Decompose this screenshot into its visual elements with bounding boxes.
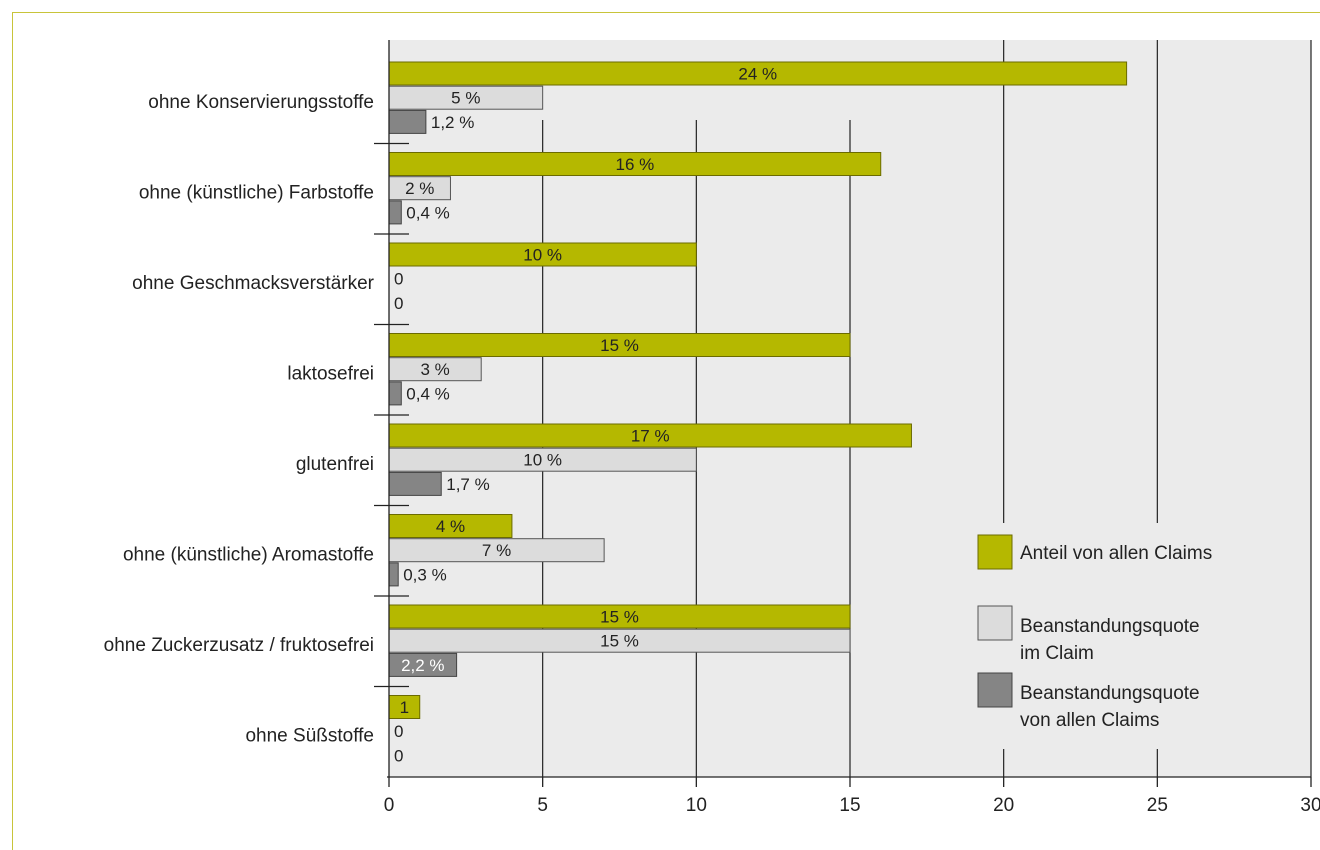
bar-s3-c5 — [388, 471, 442, 496]
x-tick-label-5: 5 — [537, 795, 548, 816]
bar-label-s2-c6: 7 % — [482, 541, 511, 560]
bar-label-s1-c8: 1 — [400, 698, 409, 717]
category-label-4: laktosefrei — [287, 364, 374, 385]
category-label-2: ohne (künstliche) Farbstoffe — [139, 183, 374, 204]
bar-label-s2-c8: 0 — [394, 722, 403, 741]
bar-label-s1-c7: 15 % — [600, 608, 639, 627]
x-tick-label-0: 0 — [384, 795, 395, 816]
bar-label-s3-c8: 0 — [394, 746, 403, 765]
legend-label-2-line-1: Beanstandungsquote — [1020, 616, 1200, 637]
bar-label-s2-c4: 3 % — [420, 360, 449, 379]
bar-label-s1-c5: 17 % — [631, 427, 670, 446]
bar-label-s1-c3: 10 % — [523, 246, 562, 265]
bar-label-s3-c4: 0,4 % — [406, 384, 449, 403]
frame-border-left — [12, 12, 13, 850]
legend-swatch-1 — [977, 534, 1013, 570]
bar-s3-c4 — [388, 381, 402, 406]
legend-swatch-2 — [977, 605, 1013, 641]
bar-label-s1-c6: 4 % — [436, 517, 465, 536]
bar-label-s3-c7: 2,2 % — [401, 656, 444, 675]
legend-label-1-line-1: Anteil von allen Claims — [1020, 543, 1212, 564]
bar-label-s3-c3: 0 — [394, 294, 403, 313]
x-tick-label-25: 25 — [1147, 795, 1168, 816]
bar-s3-c1 — [388, 109, 427, 134]
frame-border-top — [12, 12, 1320, 13]
x-tick-label-10: 10 — [686, 795, 707, 816]
category-label-3: ohne Geschmacksverstärker — [132, 273, 374, 294]
bar-label-s1-c4: 15 % — [600, 336, 639, 355]
bar-label-s2-c1: 5 % — [451, 89, 480, 108]
bar-label-s3-c2: 0,4 % — [406, 203, 449, 222]
legend-label-2-line-2: im Claim — [1020, 643, 1094, 664]
bar-s3-c6 — [388, 562, 399, 587]
legend-swatch-3 — [977, 672, 1013, 708]
x-tick-label-15: 15 — [839, 795, 860, 816]
x-tick-label-20: 20 — [993, 795, 1014, 816]
legend-label-3-line-2: von allen Claims — [1020, 710, 1159, 731]
bar-s3-c2 — [388, 200, 402, 225]
category-label-1: ohne Konservierungsstoffe — [148, 92, 374, 113]
bar-label-s3-c5: 1,7 % — [446, 475, 489, 494]
category-label-6: ohne (künstliche) Aromastoffe — [123, 545, 374, 566]
bar-label-s1-c1: 24 % — [738, 65, 777, 84]
category-label-8: ohne Süßstoffe — [245, 726, 374, 747]
bar-label-s2-c7: 15 % — [600, 632, 639, 651]
bar-label-s3-c6: 0,3 % — [403, 565, 446, 584]
bar-label-s2-c3: 0 — [394, 270, 403, 289]
bar-label-s3-c1: 1,2 % — [431, 113, 474, 132]
bar-label-s2-c5: 10 % — [523, 451, 562, 470]
legend-label-3-line-1: Beanstandungsquote — [1020, 683, 1200, 704]
bar-label-s1-c2: 16 % — [615, 155, 654, 174]
x-tick-label-30: 30 — [1300, 795, 1320, 816]
bar-label-s2-c2: 2 % — [405, 179, 434, 198]
category-label-7: ohne Zuckerzusatz / fruktosefrei — [104, 635, 374, 656]
category-label-5: glutenfrei — [296, 454, 374, 475]
